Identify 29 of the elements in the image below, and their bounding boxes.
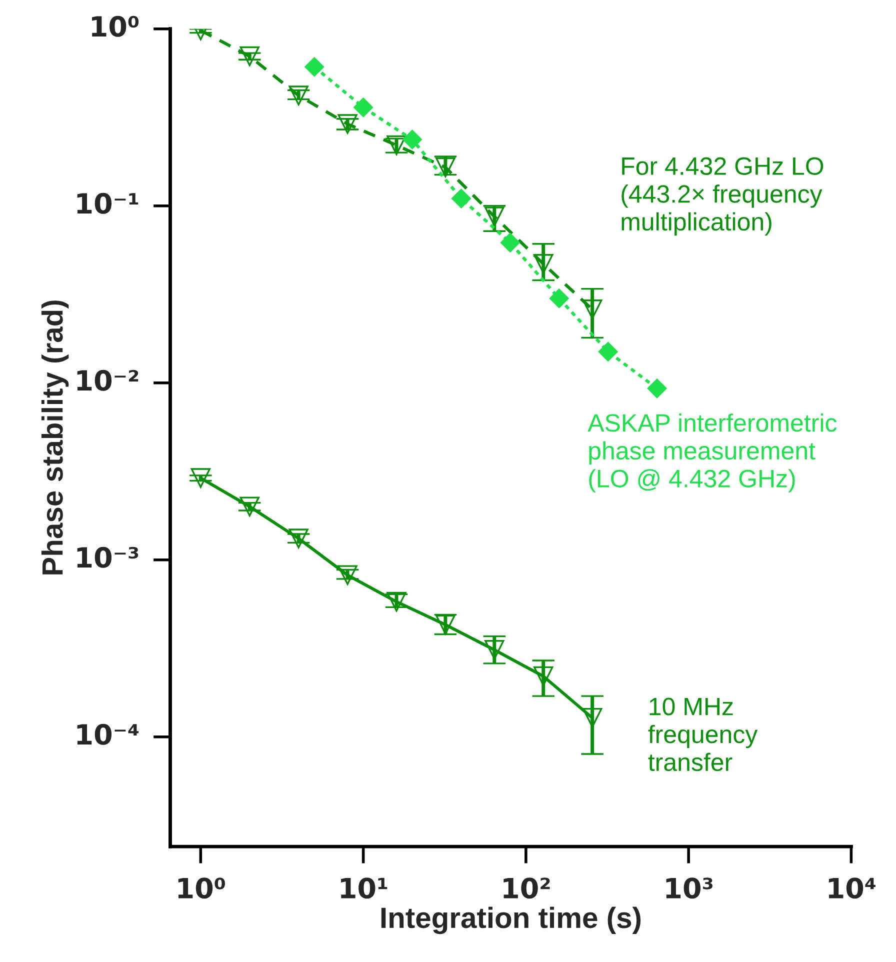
- point: [534, 666, 554, 686]
- x-axis-title: Integration time (s): [381, 906, 641, 934]
- point: [582, 708, 602, 728]
- point: [240, 46, 260, 66]
- point: [338, 565, 358, 585]
- point: [484, 640, 504, 660]
- y-tick-label: 10⁻³: [77, 546, 138, 568]
- x-tick-label: 10³: [666, 878, 712, 899]
- point: [582, 300, 602, 320]
- point: [484, 206, 504, 226]
- y-tick-label: 10⁻²: [77, 370, 138, 391]
- point: [190, 468, 211, 488]
- x-tick-label: 10¹: [341, 878, 388, 899]
- point: [240, 496, 260, 516]
- y-tick-label: 10⁻⁴: [77, 724, 139, 745]
- y-tick-label: 10⁻¹: [77, 192, 138, 214]
- point: [534, 254, 554, 274]
- text: For 4.432 GHz LO (443.2× frequency multiplication): [622, 157, 824, 236]
- point: [288, 86, 308, 106]
- text: ASKAP interferometric phase measurement (LO @ 4.432 GHz): [588, 413, 837, 492]
- x-tick-label: 10⁰: [178, 878, 225, 899]
- point: [288, 528, 308, 548]
- x-tick-label: 10⁴: [828, 878, 876, 899]
- y-axis-title: Phase stability (rad): [41, 300, 69, 574]
- y-tick-label: 10⁰: [92, 16, 139, 37]
- series-label: 10 MHz frequency transfer: [648, 698, 758, 772]
- point: [338, 114, 358, 134]
- point: [386, 592, 406, 612]
- x-tick-label: 10²: [504, 878, 550, 899]
